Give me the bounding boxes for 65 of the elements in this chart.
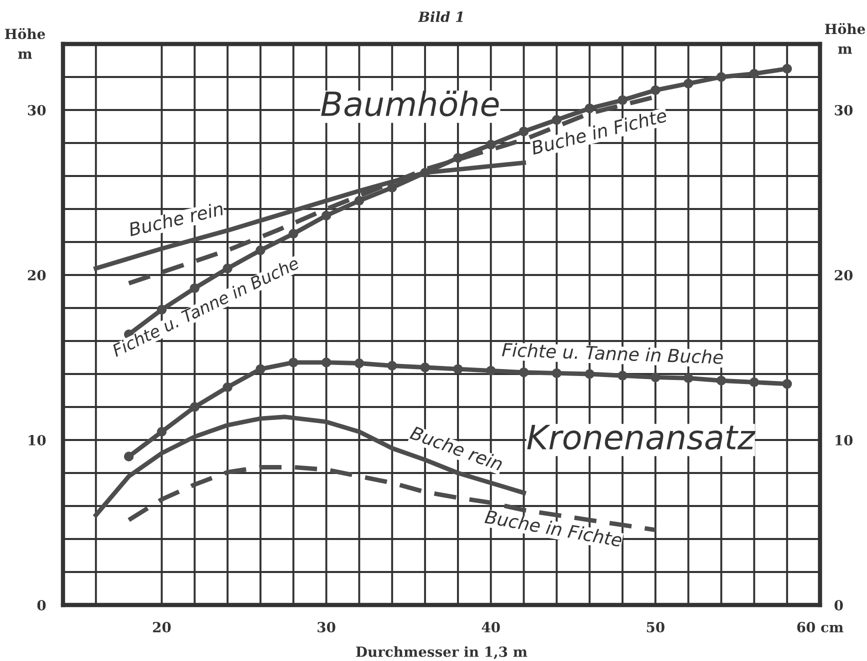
- y2-tick-label: 0: [834, 600, 843, 610]
- y2-tick-label: 20: [834, 270, 853, 280]
- point: [716, 72, 726, 82]
- annotation: Fichte u. Tanne in Buche: [502, 342, 724, 364]
- point: [321, 358, 332, 368]
- x-tick-label: 50: [646, 622, 664, 632]
- x-tick-label: 30: [318, 622, 336, 632]
- point: [518, 126, 529, 136]
- x-tick-label: 60 cm: [797, 622, 844, 632]
- point: [584, 103, 594, 114]
- point: [354, 358, 364, 368]
- point: [256, 245, 266, 256]
- point: [782, 379, 792, 389]
- x-axis-title: Durchmesser in 1,3 m: [356, 646, 528, 660]
- point: [222, 382, 232, 392]
- point: [156, 304, 167, 315]
- point: [618, 95, 628, 105]
- annotation: Buche in Fichte: [530, 108, 668, 155]
- y-tick-label: 20: [28, 270, 46, 280]
- annotation: Buche in Fichte: [484, 509, 623, 548]
- point: [190, 283, 200, 294]
- point: [584, 369, 594, 379]
- annotation: Buche rein: [409, 425, 504, 471]
- point: [486, 140, 496, 150]
- x-tick-label: 40: [482, 622, 500, 632]
- x-tick-label: 20: [153, 622, 171, 632]
- y2-axis-title: Höhe m: [824, 23, 866, 54]
- point: [156, 426, 167, 437]
- point: [683, 78, 694, 88]
- point: [124, 452, 134, 462]
- point: [749, 68, 760, 79]
- point: [420, 168, 430, 178]
- point: [288, 228, 298, 239]
- point: [321, 210, 332, 220]
- point: [486, 366, 496, 376]
- y-tick-label: 10: [28, 434, 46, 446]
- point: [420, 362, 430, 372]
- point: [552, 368, 562, 378]
- y-tick-label: 30: [28, 104, 46, 116]
- point: [749, 377, 760, 388]
- point: [782, 64, 792, 74]
- point: [387, 360, 397, 371]
- point: [683, 373, 694, 383]
- point: [518, 367, 529, 378]
- point: [256, 364, 266, 374]
- point: [552, 115, 562, 125]
- point: [716, 376, 726, 386]
- point: [288, 358, 298, 368]
- y-tick-label: 0: [37, 600, 46, 610]
- y2-tick-label: 30: [834, 104, 853, 116]
- y-axis-title: Höhe m: [4, 28, 46, 59]
- point: [618, 370, 628, 381]
- point: [650, 85, 660, 96]
- point: [453, 364, 463, 374]
- point: [650, 372, 660, 382]
- annotation: Baumhöhe: [321, 90, 499, 116]
- annotation: Buche rein: [128, 201, 224, 236]
- point: [190, 402, 200, 412]
- y2-tick-label: 10: [836, 434, 853, 446]
- point: [453, 152, 463, 163]
- annotation: Kronenansatz: [527, 424, 756, 450]
- point: [387, 182, 397, 192]
- point: [222, 264, 232, 274]
- chart-title: Bild 1: [418, 11, 463, 22]
- point: [354, 196, 364, 206]
